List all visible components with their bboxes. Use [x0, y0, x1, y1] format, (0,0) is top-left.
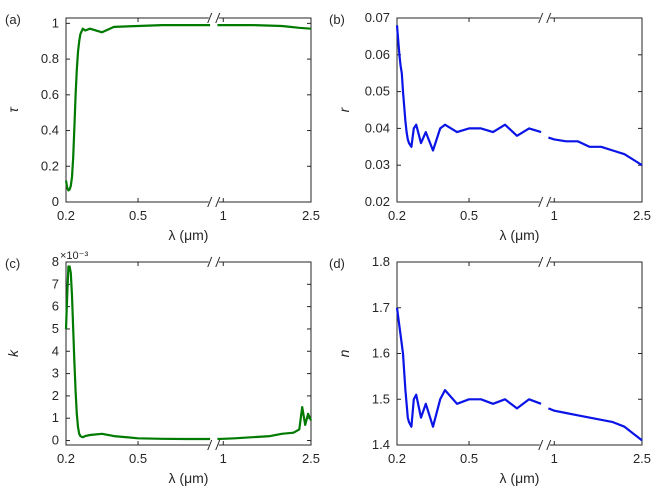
plot-frame — [65, 17, 312, 203]
y-tick-label: 6 — [52, 299, 59, 314]
panel-label: (c) — [5, 256, 20, 271]
y-tick-label: 0.06 — [365, 47, 390, 62]
y-axis-label: τ — [5, 107, 21, 113]
axis-break-gap — [539, 257, 550, 267]
axis-break-mark — [207, 12, 213, 24]
x-tick-label: 2.5 — [302, 208, 320, 223]
axis-break-gap — [539, 197, 550, 207]
x-tick-label: 0.2 — [388, 208, 406, 223]
y-tick-label: 4 — [52, 343, 59, 358]
axis-break-mark — [207, 439, 213, 451]
y-tick-label: 0.4 — [41, 123, 59, 138]
x-tick-label: 0.2 — [388, 451, 406, 466]
y-tick-label: 1.5 — [372, 391, 390, 406]
x-tick-label: 0.5 — [129, 208, 147, 223]
series-line — [548, 407, 643, 442]
axis-break-gap — [539, 13, 550, 23]
axis-break-mark — [546, 12, 552, 24]
y-tick-label: 0 — [52, 433, 59, 448]
y-tick-label: 0.05 — [365, 84, 390, 99]
axis-break-mark — [538, 196, 544, 208]
y-tick-label: 1 — [52, 410, 59, 425]
y-tick-label: 1.4 — [372, 437, 390, 452]
y-axis-label: k — [5, 349, 21, 357]
series-line — [395, 307, 542, 428]
series-line — [395, 25, 542, 152]
y-tick-label: 0.8 — [41, 51, 59, 66]
axis-break-gap — [208, 197, 219, 207]
panel-label: (b) — [329, 12, 345, 27]
x-axis-label: λ (μm) — [500, 470, 540, 486]
axis-break-mark — [215, 439, 221, 451]
axis-break-gap — [208, 440, 219, 450]
x-tick-label: 2.5 — [633, 451, 651, 466]
y-tick-label: 7 — [52, 276, 59, 291]
axis-break-mark — [215, 256, 221, 268]
y-tick-label: 0.02 — [365, 194, 390, 209]
y-axis-label: n — [336, 349, 352, 357]
series-line — [64, 24, 211, 192]
y-tick-label: 0.04 — [365, 120, 390, 135]
axis-break-mark — [538, 12, 544, 24]
axis-break-gap — [208, 13, 219, 23]
plot-frame — [396, 17, 643, 203]
x-axis-label: λ (μm) — [169, 470, 209, 486]
axis-break-mark — [215, 196, 221, 208]
axis-break-gap — [539, 440, 550, 450]
panel-label: (a) — [5, 12, 21, 27]
y-tick-label: 1.7 — [372, 300, 390, 315]
y-axis-label: r — [336, 106, 352, 112]
plot-frame — [396, 261, 643, 446]
series-line — [548, 136, 643, 167]
y-tick-label: 5 — [52, 321, 59, 336]
y-tick-label: 3 — [52, 366, 59, 381]
y-exponent-label: ×10⁻³ — [60, 250, 88, 262]
x-axis-label: λ (μm) — [500, 227, 540, 243]
x-tick-label: 1 — [220, 208, 227, 223]
x-tick-label: 0.5 — [129, 451, 147, 466]
y-tick-label: 0.6 — [41, 87, 59, 102]
axis-break-gap — [208, 257, 219, 267]
x-tick-label: 1 — [551, 208, 558, 223]
axis-break-mark — [207, 256, 213, 268]
y-tick-label: 8 — [52, 254, 59, 269]
series-line — [217, 24, 312, 30]
x-axis-label: λ (μm) — [169, 227, 209, 243]
axis-break-mark — [207, 196, 213, 208]
x-tick-label: 0.2 — [57, 451, 75, 466]
y-tick-label: 0.07 — [365, 10, 390, 25]
y-tick-label: 0.2 — [41, 158, 59, 173]
axis-break-mark — [538, 256, 544, 268]
x-tick-label: 2.5 — [633, 208, 651, 223]
x-tick-label: 0.2 — [57, 208, 75, 223]
axis-break-mark — [546, 256, 552, 268]
axis-break-mark — [546, 196, 552, 208]
y-tick-label: 1 — [52, 15, 59, 30]
y-tick-label: 0 — [52, 194, 59, 209]
y-tick-label: 1.8 — [372, 254, 390, 269]
x-tick-label: 0.5 — [460, 451, 478, 466]
x-tick-label: 2.5 — [302, 451, 320, 466]
series-line — [64, 265, 211, 441]
axis-break-mark — [538, 439, 544, 451]
x-tick-label: 1 — [551, 451, 558, 466]
axis-break-mark — [215, 12, 221, 24]
plot-frame — [65, 261, 312, 446]
series-line — [217, 406, 313, 441]
panel-label: (d) — [329, 256, 345, 271]
x-tick-label: 1 — [220, 451, 227, 466]
x-tick-label: 0.5 — [460, 208, 478, 223]
y-tick-label: 1.6 — [372, 346, 390, 361]
y-tick-label: 2 — [52, 388, 59, 403]
axis-break-mark — [546, 439, 552, 451]
y-tick-label: 0.03 — [365, 157, 390, 172]
